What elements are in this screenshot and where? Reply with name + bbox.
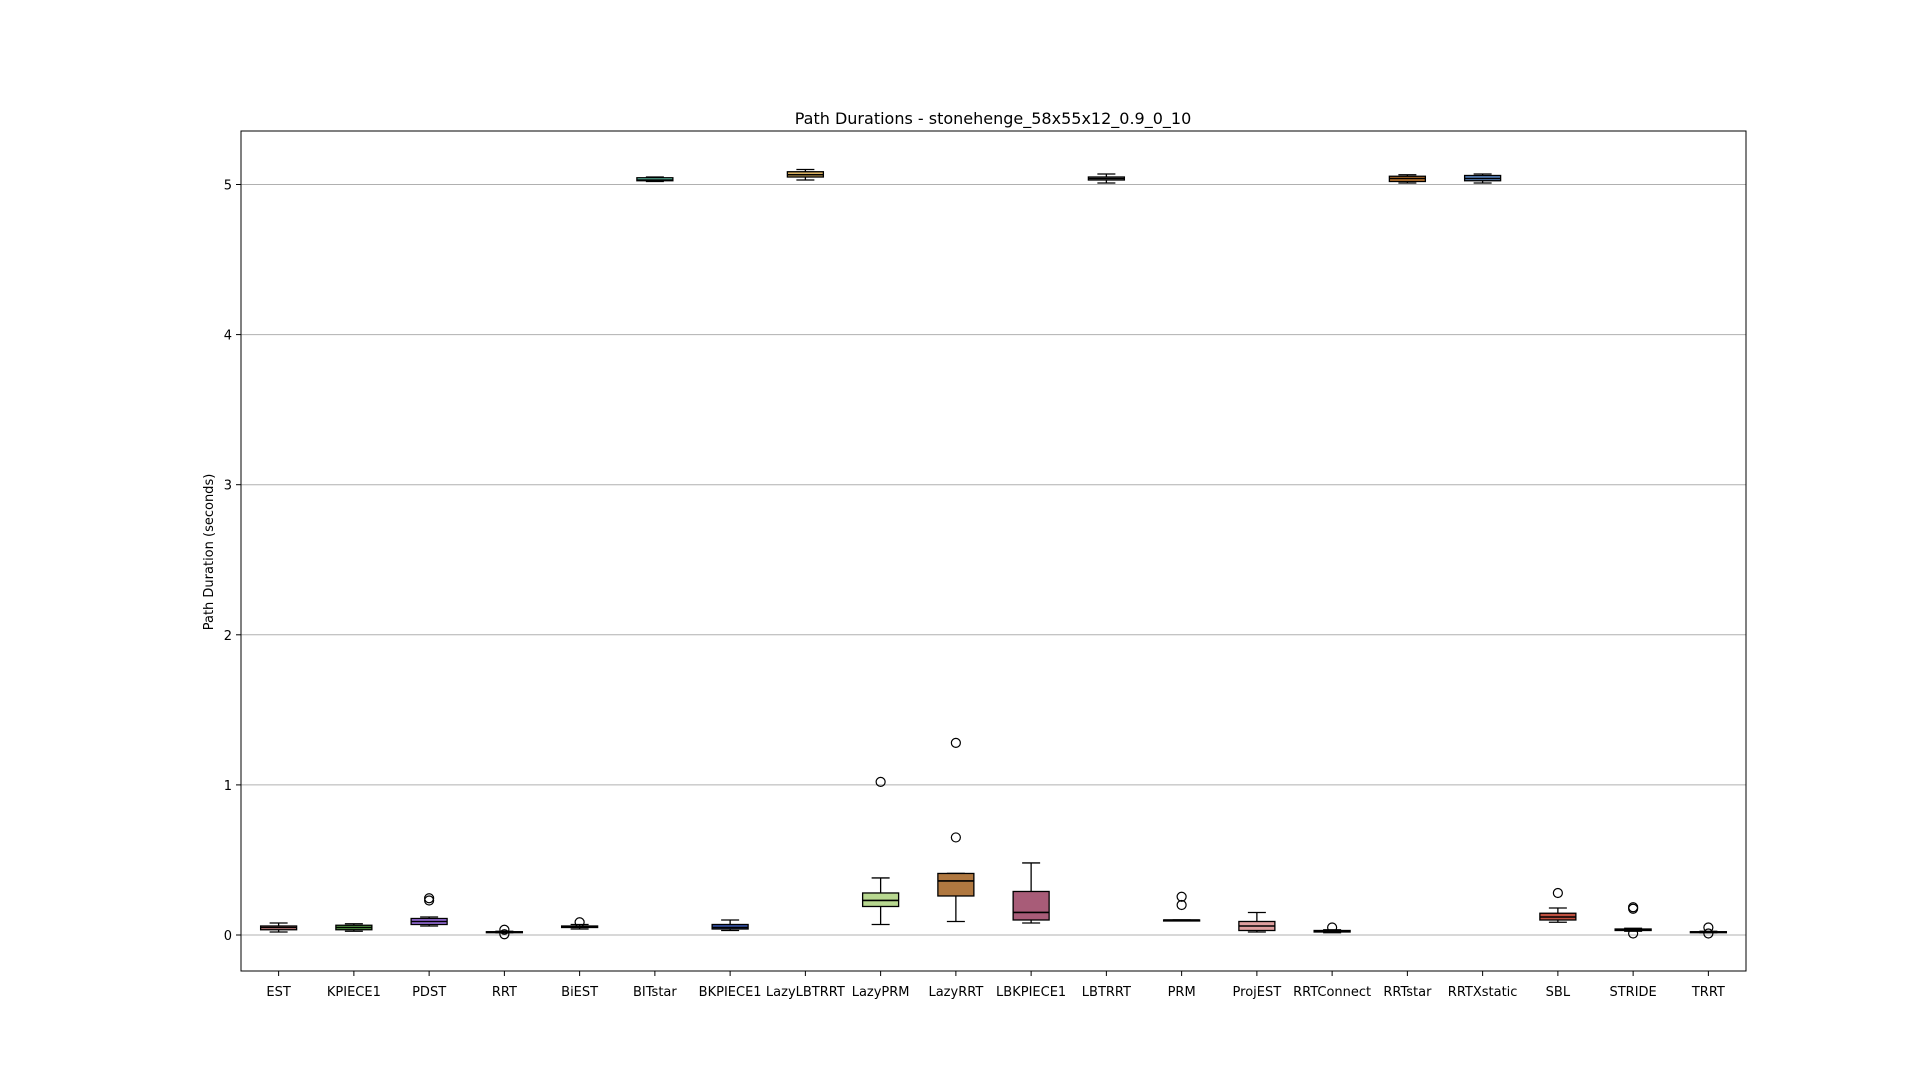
x-axis-ticks: EST KPIECE1 PDST RRT BiEST BITstar BKPIECE1 Laz… <box>266 971 1725 1000</box>
x-tick-label: PDST <box>412 985 446 1000</box>
outlier-point <box>1628 928 1639 939</box>
box-sbl <box>1539 887 1577 923</box>
box-projest <box>1238 911 1276 933</box>
outlier-point <box>1327 922 1338 933</box>
outlier-point <box>1176 891 1187 902</box>
box-rrt <box>485 924 524 940</box>
y-axis-label: Path Duration (seconds) <box>202 474 217 631</box>
outlier-point <box>499 929 510 940</box>
outlier-point <box>424 893 435 904</box>
x-tick-label: LBKPIECE1 <box>996 985 1066 1000</box>
x-tick-label: EST <box>266 985 290 1000</box>
box-biest <box>560 917 599 930</box>
x-tick-label: BKPIECE1 <box>699 985 762 1000</box>
box-trrt <box>1689 922 1728 939</box>
outlier-point <box>499 924 510 935</box>
box-rrtstar <box>1388 174 1427 184</box>
box-pdst <box>410 893 448 927</box>
y-tick-label: 1 <box>224 779 232 794</box>
x-tick-label: TRRT <box>1691 985 1725 1000</box>
plot-frame <box>240 130 1747 972</box>
x-tick-label: LazyRRT <box>928 985 983 1000</box>
box-kpiece1 <box>335 923 373 932</box>
outlier-point <box>950 737 961 748</box>
box-lazylbtrrt <box>786 168 825 181</box>
x-tick-label: LazyLBTRRT <box>766 985 845 1000</box>
box-est <box>259 922 298 933</box>
x-tick-label: KPIECE1 <box>327 985 381 1000</box>
x-tick-label: PRM <box>1168 985 1196 1000</box>
x-tick-label: STRIDE <box>1609 985 1656 1000</box>
outlier-point <box>1628 902 1639 913</box>
box-lbkpiece1 <box>1012 862 1050 924</box>
y-tick-label: 4 <box>224 329 232 344</box>
x-tick-label: LBTRRT <box>1082 985 1131 1000</box>
x-tick-label: RRT <box>492 985 517 1000</box>
outlier-point <box>574 917 585 928</box>
outlier-point <box>1703 922 1714 933</box>
box-rrtxstatic <box>1463 173 1502 184</box>
x-tick-label: SBL <box>1546 985 1571 1000</box>
outlier-point <box>875 776 886 787</box>
x-tick-label: BITstar <box>633 985 677 1000</box>
box-iqr <box>937 872 975 897</box>
x-tick-label: RRTConnect <box>1293 985 1371 1000</box>
x-tick-label: ProjEST <box>1233 985 1282 1000</box>
y-tick-label: 2 <box>224 629 232 644</box>
chart-title: Path Durations - stonehenge_58x55x12_0.9… <box>795 109 1192 129</box>
box-bkpiece1 <box>711 919 749 932</box>
box-prm <box>1162 891 1201 922</box>
outlier-point <box>1176 899 1187 911</box>
y-tick-label: 3 <box>224 479 232 494</box>
y-tick-label: 0 <box>224 929 232 944</box>
x-tick-label: LazyPRM <box>852 985 910 1000</box>
box-lazyrrt <box>937 737 975 923</box>
box-bitstar <box>636 176 674 183</box>
box-lazyprm <box>861 776 900 926</box>
x-tick-label: RRTstar <box>1383 985 1432 1000</box>
gridlines <box>241 184 1746 936</box>
x-tick-label: BiEST <box>561 985 598 1000</box>
outlier-point <box>950 832 961 843</box>
y-tick-label: 5 <box>224 179 232 194</box>
outlier-point <box>1703 928 1714 939</box>
y-axis-ticks: 0 1 2 3 4 5 <box>224 179 241 944</box>
box-lbtrrt <box>1087 173 1126 184</box>
box-stride <box>1614 902 1652 939</box>
box-rrtconnect <box>1313 922 1351 934</box>
x-tick-label: RRTXstatic <box>1448 985 1518 1000</box>
box-series <box>259 168 1728 940</box>
outlier-point <box>1552 887 1563 899</box>
box-iqr <box>1012 890 1050 921</box>
